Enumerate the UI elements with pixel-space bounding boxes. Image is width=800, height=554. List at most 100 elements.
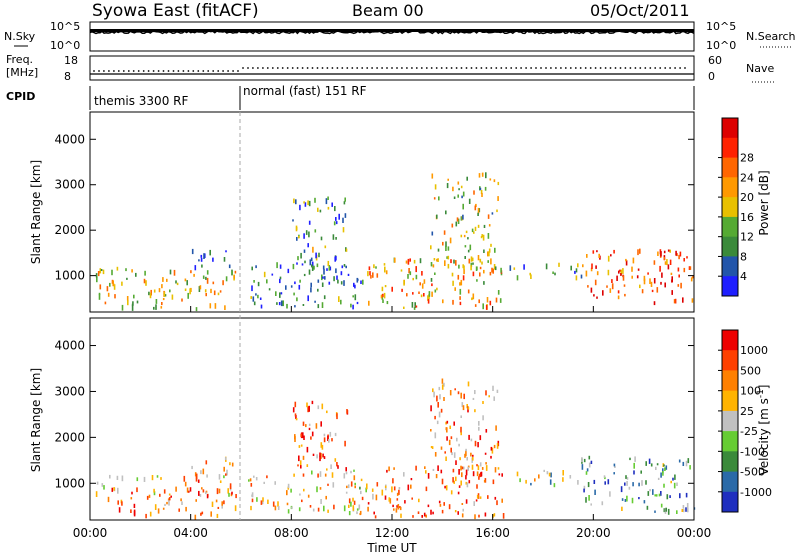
range-cell: [558, 262, 560, 267]
range-cell: [497, 196, 499, 201]
range-cell: [434, 272, 436, 275]
range-cell: [496, 443, 499, 449]
colorbar-swatch: [722, 197, 738, 218]
range-cell: [483, 480, 486, 483]
range-cell: [648, 458, 651, 464]
range-cell: [461, 466, 464, 470]
x-tick-label: 08:00: [274, 526, 309, 540]
range-cell: [223, 500, 225, 505]
range-cell: [359, 486, 361, 490]
range-cell: [663, 250, 666, 254]
range-cell: [343, 201, 346, 205]
range-cell: [663, 483, 665, 488]
range-cell: [144, 270, 146, 276]
range-cell: [634, 456, 636, 462]
range-cell: [411, 302, 414, 308]
range-cell: [594, 489, 596, 495]
range-cell: [525, 479, 527, 484]
range-cell: [472, 454, 474, 457]
range-cell: [445, 485, 448, 491]
range-cell: [267, 499, 269, 504]
range-cell: [156, 475, 159, 478]
range-cell: [321, 302, 324, 308]
freq-point: [316, 67, 319, 69]
range-cell: [562, 477, 564, 482]
freq-point: [535, 67, 537, 69]
range-cell: [350, 501, 352, 507]
range-cell: [275, 291, 277, 296]
range-cell: [201, 511, 204, 515]
range-cell: [451, 452, 453, 456]
range-cell: [342, 227, 345, 233]
range-cell: [433, 391, 435, 398]
range-cell: [638, 497, 640, 500]
range-cell: [419, 258, 422, 264]
range-cell: [455, 221, 458, 227]
range-cell: [383, 263, 386, 266]
range-cell: [678, 254, 680, 260]
range-cell: [632, 482, 634, 487]
range-cell: [307, 200, 309, 206]
freq-point: [654, 67, 657, 69]
range-cell: [328, 439, 330, 443]
range-cell: [362, 279, 364, 285]
freq-point: [550, 67, 552, 69]
range-cell: [348, 498, 351, 504]
range-cell: [440, 469, 443, 474]
range-cell: [688, 266, 691, 270]
range-cell: [485, 390, 487, 396]
range-cell: [498, 473, 501, 476]
range-cell: [481, 192, 483, 197]
range-cell: [446, 436, 448, 441]
range-cell: [460, 480, 462, 486]
range-cell: [530, 482, 532, 486]
range-cell: [153, 491, 156, 496]
range-cell: [194, 472, 197, 477]
freq-point: [669, 67, 671, 69]
range-cell: [624, 499, 627, 502]
colorbar-tick-label: 25: [740, 405, 754, 418]
range-cell: [96, 481, 99, 485]
range-cell: [596, 296, 598, 299]
range-cell: [211, 501, 214, 507]
range-cell: [176, 282, 179, 286]
range-cell: [334, 432, 337, 437]
noise-panel-frame: [89, 21, 695, 52]
range-cell: [279, 278, 281, 284]
range-cell: [297, 464, 299, 467]
range-cell: [151, 475, 154, 481]
freq-point: [589, 67, 592, 69]
range-cell: [445, 421, 447, 425]
range-cell: [292, 407, 295, 413]
range-cell: [453, 421, 455, 426]
range-cell: [206, 494, 209, 499]
range-cell: [317, 473, 319, 478]
range-cell: [388, 466, 390, 472]
range-cell: [592, 250, 595, 254]
freq-point: [187, 70, 190, 72]
range-cell: [552, 271, 554, 274]
range-cell: [574, 270, 576, 274]
range-cell: [479, 272, 481, 277]
range-cell: [471, 257, 474, 262]
range-cell: [485, 172, 487, 179]
range-cell: [636, 275, 639, 279]
range-cell: [434, 415, 436, 420]
range-cell: [581, 457, 583, 463]
colorbar-frame: [721, 117, 739, 297]
range-cell: [368, 266, 371, 271]
range-cell: [660, 251, 662, 257]
range-cell: [300, 252, 302, 259]
velocity-y-axis: 1000 2000 3000 4000: [54, 339, 694, 490]
range-cell: [467, 465, 470, 468]
range-cell: [432, 468, 435, 471]
range-cell: [331, 438, 333, 442]
range-cell: [409, 271, 412, 276]
range-cell: [314, 229, 317, 233]
range-cell: [276, 262, 278, 269]
range-cell: [344, 213, 347, 218]
range-cell: [333, 221, 336, 226]
range-cell: [419, 282, 421, 286]
range-cell: [439, 503, 442, 507]
freq-point: [659, 67, 662, 69]
